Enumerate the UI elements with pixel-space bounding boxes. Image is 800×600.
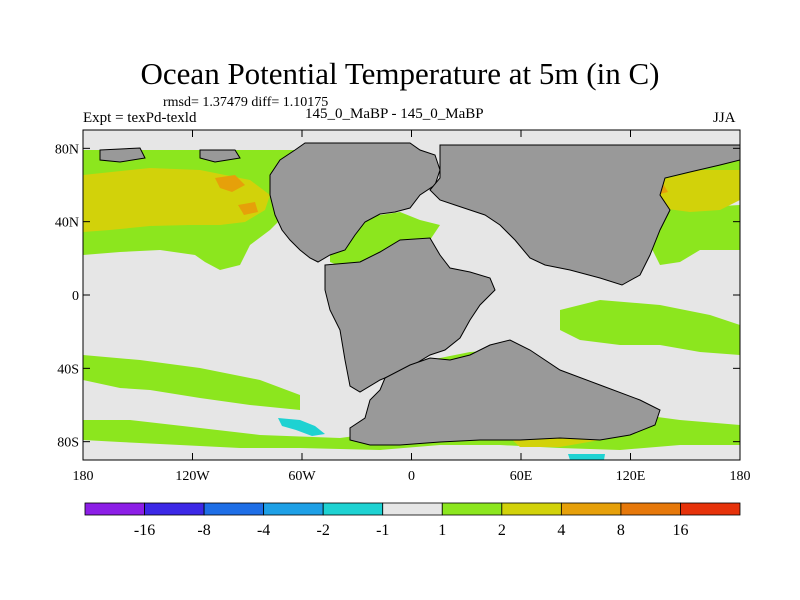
land-antarctica xyxy=(349,339,661,446)
chart-title: Ocean Potential Temperature at 5m (in C) xyxy=(140,56,660,91)
warm-spot-pacific-small xyxy=(238,202,258,215)
warm-band-south-pacific xyxy=(83,355,300,410)
lon-tick-label: 180 xyxy=(73,469,94,484)
colorbar-label: -16 xyxy=(134,522,155,539)
colorbar-label: 2 xyxy=(498,522,506,539)
warm-band-west-pacific xyxy=(650,205,740,265)
cool-spot-southern xyxy=(568,454,605,460)
colorbar-label: 1 xyxy=(438,522,446,539)
latitude-axis: 80N 40N 0 40S 80S xyxy=(55,142,740,451)
lon-tick-label: 120W xyxy=(175,469,210,484)
colorbar-swatch xyxy=(322,502,384,516)
warm-spot-north-pacific xyxy=(215,175,245,192)
lat-tick-label: 40N xyxy=(55,216,79,231)
colorbar-label: -1 xyxy=(376,522,389,539)
land-eurasia xyxy=(429,144,740,286)
land-greenland-island xyxy=(99,147,146,163)
stats-label: rmsd= 1.37479 diff= 1.10175 xyxy=(163,95,329,110)
season-label: JJA xyxy=(713,110,736,126)
colorbar-label: -2 xyxy=(317,522,330,539)
map-field xyxy=(83,130,740,460)
colorbar-swatch xyxy=(203,502,265,516)
lon-tick-label: 60E xyxy=(510,469,533,484)
colorbar-label: -4 xyxy=(257,522,270,539)
colorbar-swatch xyxy=(441,502,503,516)
lon-tick-label: 180 xyxy=(730,469,751,484)
cases-label: 145_0_MaBP - 145_0_MaBP xyxy=(305,106,484,122)
colorbar-label: -8 xyxy=(197,522,210,539)
colorbar: -16 -8 -4 -2 -1 1 2 4 8 16 xyxy=(84,502,741,539)
colorbar-swatch xyxy=(263,502,324,516)
colorbar-swatch xyxy=(144,502,205,516)
warm-band-east-yellow xyxy=(640,170,740,212)
lon-tick-label: 120E xyxy=(616,469,646,484)
lon-tick-label: 0 xyxy=(408,469,415,484)
cool-spot-south-pacific xyxy=(278,418,325,436)
longitude-axis: 180 120W 60W 0 60E 120E 180 xyxy=(73,130,751,484)
colorbar-swatch xyxy=(382,502,443,516)
colorbar-swatch xyxy=(84,502,145,516)
colorbar-label: 8 xyxy=(617,522,625,539)
colorbar-swatch xyxy=(620,502,681,516)
warm-band-tropical-indian xyxy=(560,300,740,355)
colorbar-label: 16 xyxy=(672,522,688,539)
lat-tick-label: 0 xyxy=(72,289,79,304)
colorbar-swatch xyxy=(680,502,741,516)
colorbar-swatch xyxy=(501,502,562,516)
colorbar-swatch xyxy=(560,502,622,516)
colorbar-label: 4 xyxy=(557,522,565,539)
lon-tick-label: 60W xyxy=(288,469,316,484)
experiment-label: Expt = texPd-texld xyxy=(83,110,197,126)
land-south-america xyxy=(324,237,496,393)
lat-tick-label: 80S xyxy=(57,436,79,451)
land-arctic-island xyxy=(199,149,241,163)
lat-tick-label: 80N xyxy=(55,142,79,157)
lat-tick-label: 40S xyxy=(57,362,79,377)
